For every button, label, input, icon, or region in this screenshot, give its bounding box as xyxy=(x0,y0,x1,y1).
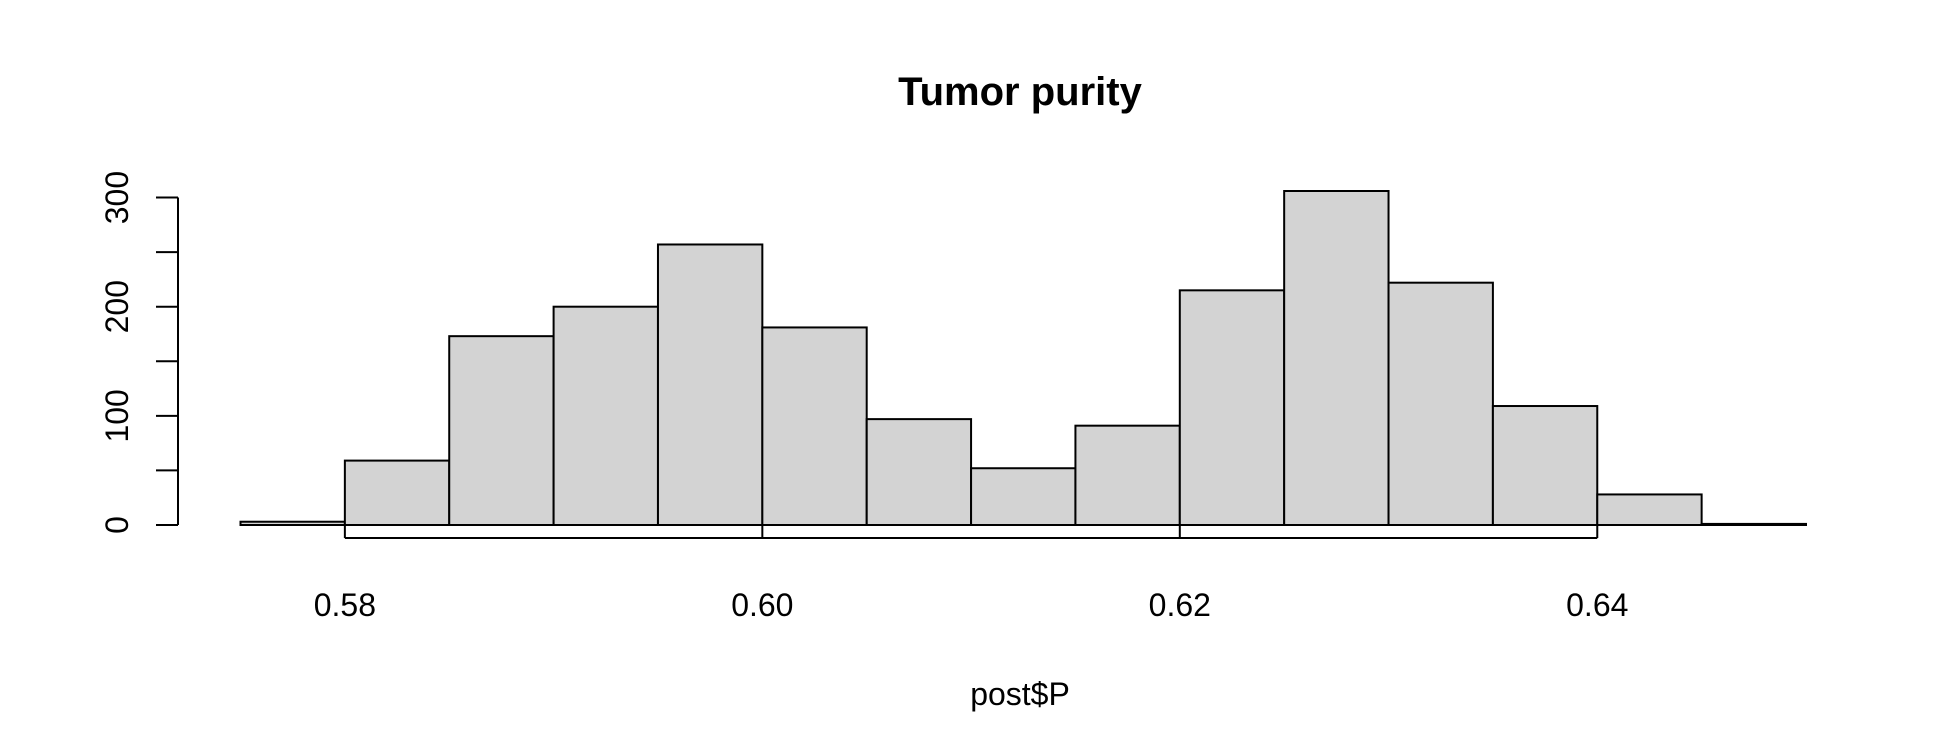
y-tick-label: 300 xyxy=(99,171,135,224)
x-tick-label: 0.64 xyxy=(1566,587,1628,623)
x-axis-label: post$P xyxy=(970,676,1070,712)
x-tick-label: 0.58 xyxy=(314,587,376,623)
histogram-bar xyxy=(343,459,451,527)
histogram-bar xyxy=(239,520,346,526)
x-tick-label: 0.62 xyxy=(1149,587,1211,623)
histogram-bar xyxy=(1700,522,1807,527)
histogram-bar xyxy=(1596,493,1703,526)
x-tick-label: 0.60 xyxy=(731,587,793,623)
bars-group xyxy=(239,190,1807,527)
histogram-bar xyxy=(448,335,555,526)
histogram-bar xyxy=(970,467,1077,526)
histogram-bar xyxy=(1074,424,1181,527)
histogram-bar xyxy=(1387,281,1494,526)
x-axis: 0.58 0.60 0.62 0.64 xyxy=(314,524,1628,623)
y-tick-label: 0 xyxy=(99,516,135,534)
histogram-bar xyxy=(552,305,659,526)
histogram-bar xyxy=(761,326,868,526)
histogram-bar xyxy=(865,418,973,526)
histogram-bar xyxy=(656,243,764,526)
y-axis: 0 100 200 300 xyxy=(99,171,179,534)
histogram-bar xyxy=(1178,289,1286,526)
chart-title: Tumor purity xyxy=(898,70,1142,114)
y-tick-label: 100 xyxy=(99,389,135,442)
histogram-bar xyxy=(1491,405,1599,527)
y-tick-label: 200 xyxy=(99,280,135,333)
histogram-bar xyxy=(1283,190,1390,526)
